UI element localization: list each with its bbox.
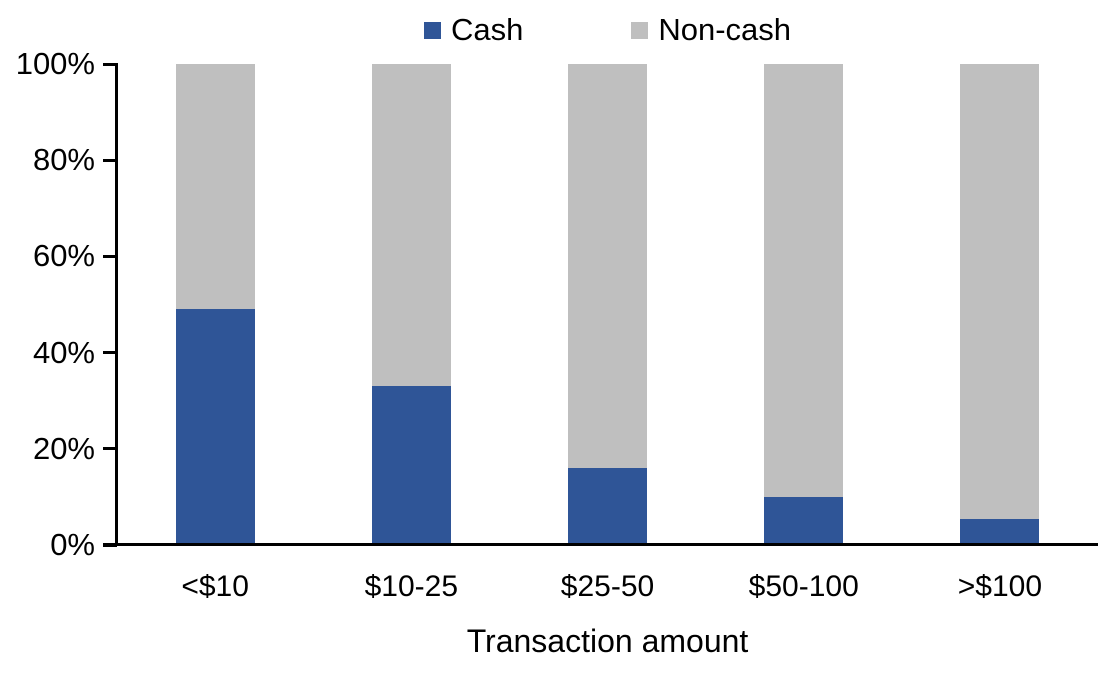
bar-slot (509, 64, 705, 545)
y-tick-mark (103, 158, 117, 162)
noncash-swatch-icon (631, 21, 649, 39)
legend-label-cash: Cash (450, 12, 524, 47)
y-tick-label: 40% (32, 334, 95, 370)
stacked-bar-1 (175, 64, 255, 545)
cash-segment (175, 309, 255, 545)
y-tick-mark (103, 447, 117, 451)
y-tick-label: 0% (50, 527, 95, 562)
x-tick-label: >$100 (957, 570, 1043, 603)
bar-slot (902, 64, 1098, 545)
bar-slot (117, 64, 313, 545)
legend-item-cash: Cash (423, 12, 524, 48)
stacked-bar-4 (764, 64, 844, 545)
x-axis-title: Transaction amount (466, 623, 749, 659)
noncash-segment (568, 64, 647, 469)
noncash-segment (175, 64, 255, 310)
cash-segment (960, 518, 1040, 545)
noncash-segment (960, 64, 1040, 519)
bar-slot (706, 64, 902, 545)
y-tick-mark (103, 351, 117, 355)
x-tick-label: <$10 (181, 570, 249, 603)
y-tick-mark (103, 62, 117, 66)
cash-segment (371, 386, 451, 545)
legend-item-noncash: Non-cash (631, 12, 791, 48)
x-tick-label: $50-100 (748, 570, 859, 603)
noncash-segment (371, 64, 451, 387)
stacked-bar-5 (960, 64, 1040, 545)
y-tick-label: 80% (32, 142, 95, 178)
noncash-segment (764, 64, 844, 497)
stacked-bar-3 (568, 64, 647, 545)
y-axis-line (115, 63, 118, 545)
y-tick-mark (103, 254, 117, 258)
legend-label-noncash: Non-cash (658, 12, 792, 47)
y-tick-label: 100% (15, 46, 95, 81)
y-tick-label: 60% (32, 238, 95, 274)
y-tick-label: 20% (32, 430, 95, 466)
x-axis-labels: <$10 $10-25 $25-50 $50-100 >$100 (117, 570, 1098, 604)
plot-area (117, 64, 1098, 545)
x-tick-label: $10-25 (364, 570, 459, 603)
cash-segment (568, 468, 647, 545)
x-tick-label: $25-50 (560, 570, 655, 603)
legend: Cash Non-cash (117, 12, 1098, 48)
stacked-bar-2 (371, 64, 451, 545)
bar-slot (313, 64, 509, 545)
cash-segment (764, 496, 844, 545)
x-axis-line (103, 543, 1098, 546)
cash-swatch-icon (423, 21, 441, 39)
